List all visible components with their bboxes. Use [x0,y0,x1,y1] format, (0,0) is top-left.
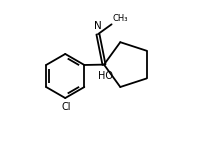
Text: N: N [94,21,102,31]
Text: HO: HO [98,71,113,81]
Text: CH₃: CH₃ [112,14,128,23]
Text: Cl: Cl [61,102,71,112]
